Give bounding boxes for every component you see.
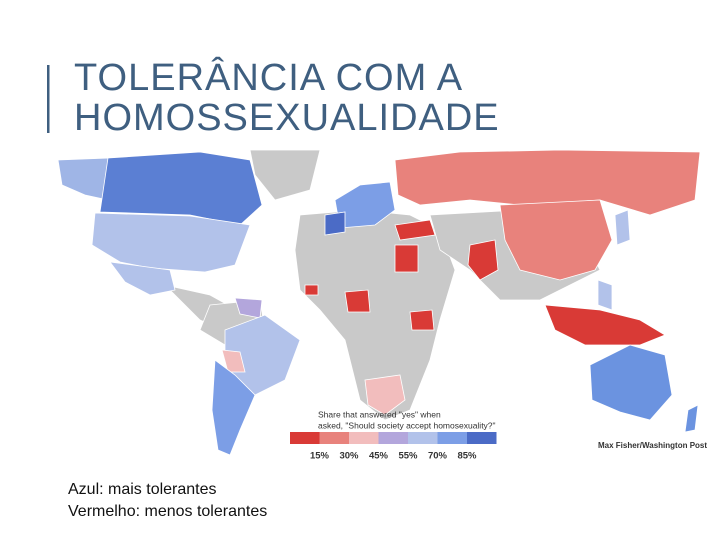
legend-swatch: [408, 432, 438, 444]
new-zealand: [684, 404, 699, 433]
indonesia: [544, 304, 666, 346]
legend-label: 15%: [310, 451, 330, 462]
spain: [324, 211, 346, 236]
nigeria: [344, 289, 371, 313]
legend-title: asked, "Should society accept homosexual…: [318, 420, 496, 430]
alaska: [57, 157, 111, 201]
turkey: [394, 219, 436, 241]
legend-label: 55%: [398, 451, 418, 462]
legend-swatch: [349, 432, 379, 444]
accent-bar: [47, 65, 50, 133]
mexico: [109, 261, 176, 296]
japan: [614, 209, 631, 246]
title-line: HOMOSSEXUALIDADE: [74, 97, 500, 139]
caption-line: Azul: mais tolerantes: [68, 481, 217, 498]
senegal: [304, 284, 319, 296]
legend-swatch: [437, 432, 467, 444]
legend-label: 85%: [457, 451, 477, 462]
legend-swatch: [290, 432, 320, 444]
greenland: [249, 149, 321, 201]
canada: [99, 151, 263, 226]
credit: Max Fisher/Washington Post: [598, 441, 707, 450]
legend-swatch: [378, 432, 408, 444]
legend: 15% 30% 45% 55% 70% 85%: [290, 432, 497, 462]
pakistan: [467, 239, 499, 281]
caption-line: Vermelho: menos tolerantes: [68, 503, 267, 520]
australia: [589, 344, 673, 421]
usa: [91, 212, 251, 273]
russia: [394, 149, 701, 216]
bolivia: [221, 349, 246, 373]
world-map: [57, 149, 701, 456]
legend-label: 45%: [369, 451, 389, 462]
legend-title: Share that answered "yes" when: [318, 409, 441, 419]
china: [499, 199, 613, 281]
legend-swatch: [467, 432, 497, 444]
egypt: [394, 244, 419, 273]
legend-label: 70%: [428, 451, 448, 462]
title-line: TOLERÂNCIA COM A: [74, 56, 463, 99]
south-africa: [364, 374, 406, 416]
argentina-chile: [211, 359, 256, 456]
legend-swatch: [319, 432, 349, 444]
kenya: [409, 309, 435, 331]
legend-label: 30%: [339, 451, 359, 462]
philippines: [597, 279, 613, 311]
